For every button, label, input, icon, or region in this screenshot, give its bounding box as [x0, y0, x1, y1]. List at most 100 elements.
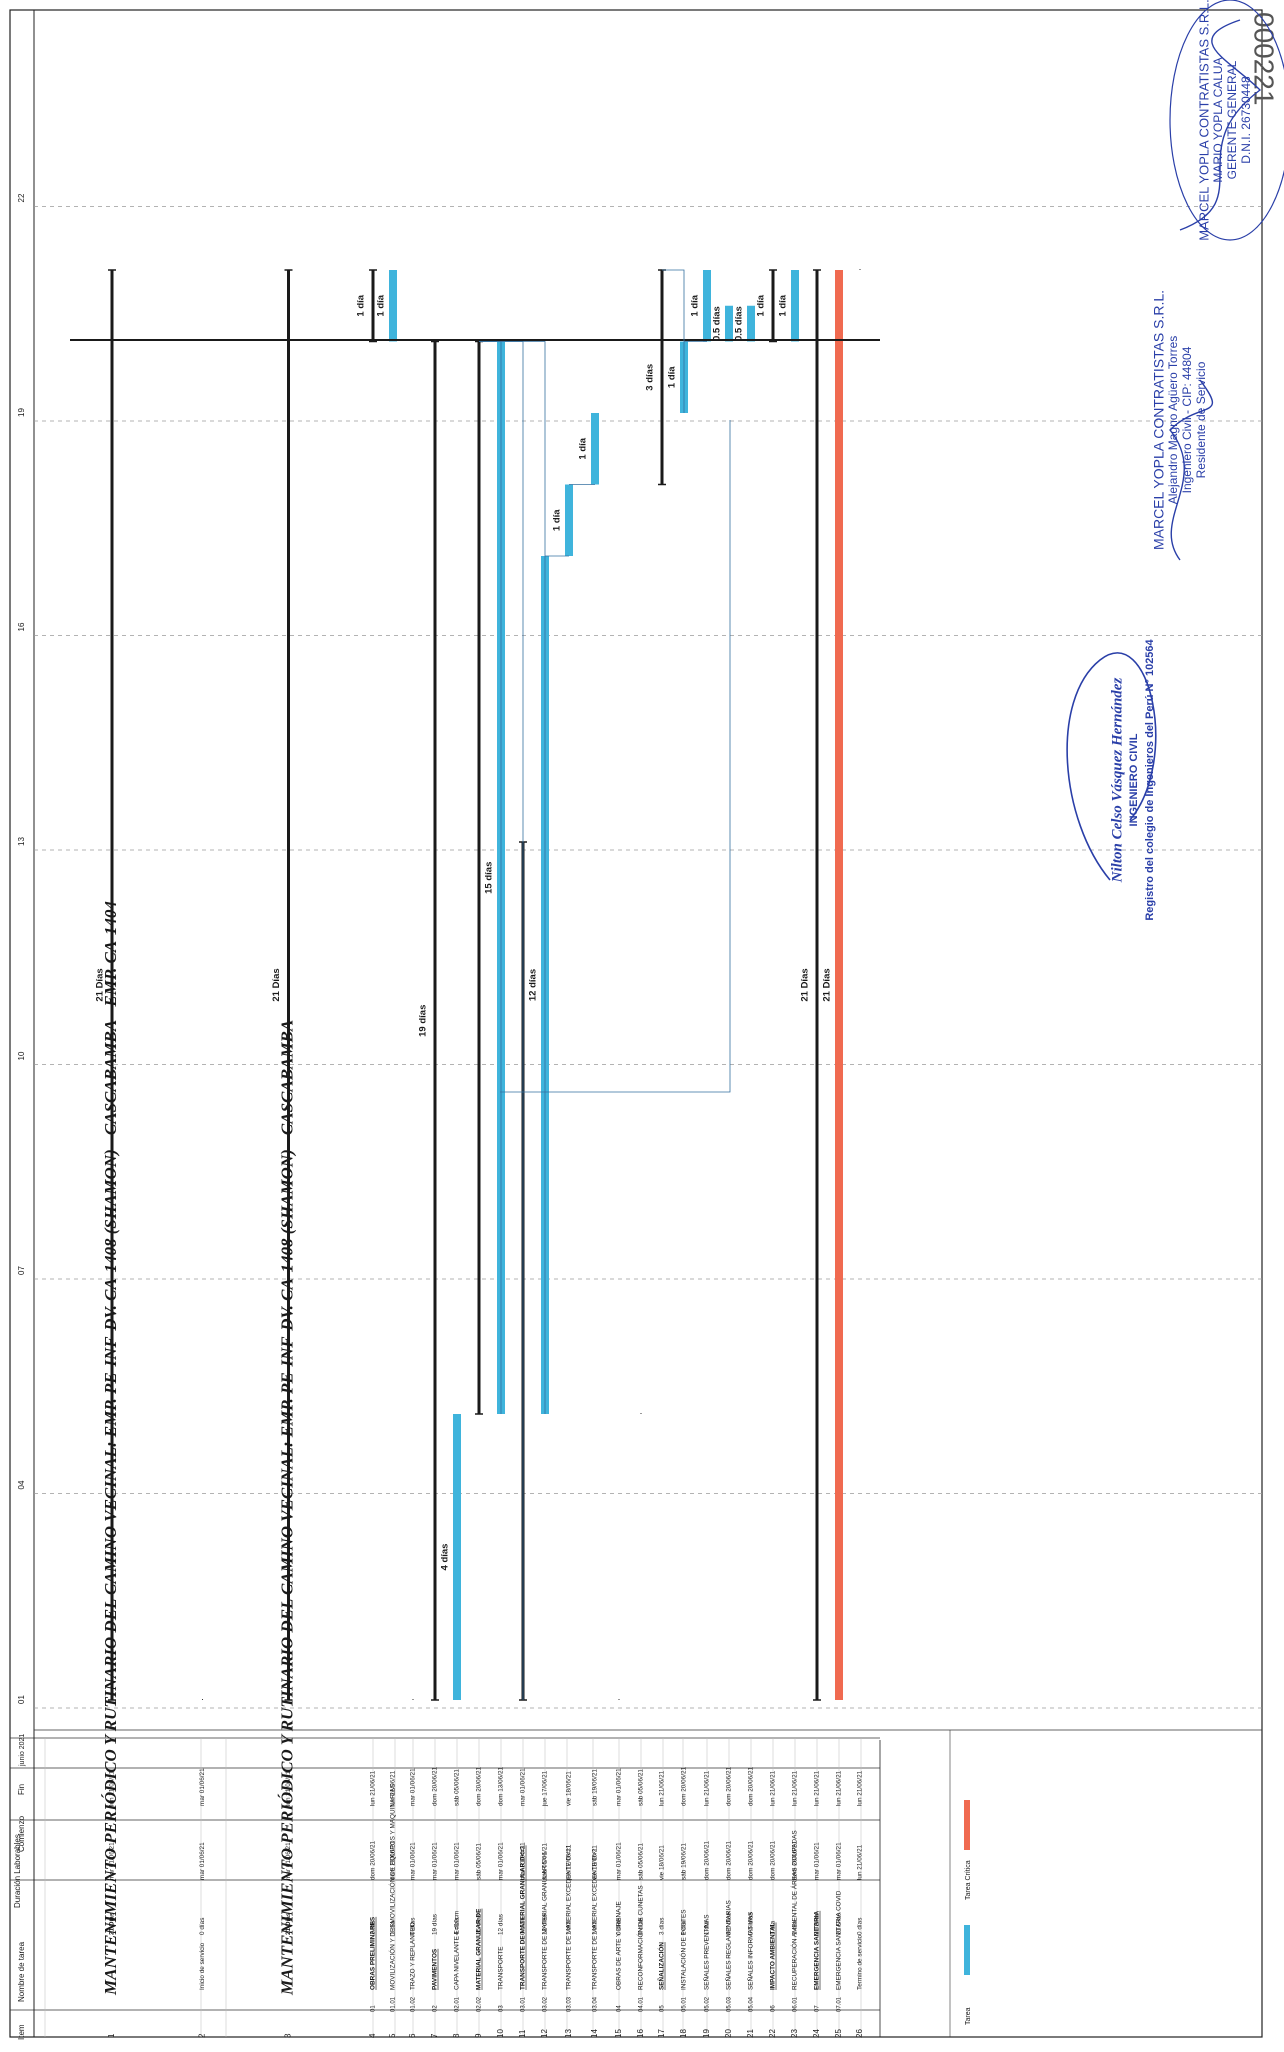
table-frame — [9, 9, 1263, 2038]
task-start: mar 01/06/21 — [432, 1842, 439, 1880]
task-end: mar 01/06/21 — [410, 1768, 417, 1806]
task-end: jue 17/06/21 — [542, 1770, 549, 1807]
task-end: lun 21/06/21 — [792, 1770, 799, 1806]
task-start: mar 01/06/21 — [454, 1842, 461, 1880]
gantt-summary-bar — [371, 270, 375, 342]
task-item-number: 23 — [790, 2029, 799, 2038]
task-end: sáb 19/06/21 — [592, 1769, 599, 1806]
task-name: IMPACTO AMBIENTAL — [770, 1922, 777, 1990]
task-duration: 0 días — [638, 1918, 645, 1935]
task-wbs: 05.01 — [682, 1996, 688, 2012]
task-end: dom 20/06/21 — [432, 1766, 439, 1806]
task-end: dom 20/06/21 — [726, 1766, 733, 1806]
task-end: vie 18/06/21 — [566, 1771, 573, 1806]
task-name: PAVIMENTOS — [432, 1948, 439, 1990]
gantt-summary-bar — [477, 341, 481, 1414]
task-start: mar 01/06/21 — [616, 1842, 623, 1880]
task-start: mar 01/06/21 — [814, 1842, 821, 1880]
task-duration: 0 días — [857, 1918, 864, 1935]
task-item-number: 20 — [724, 2029, 733, 2038]
task-duration: 1 día — [681, 1920, 688, 1935]
gantt-summary-bar — [771, 270, 775, 342]
task-start: sáb 05/06/21 — [476, 1843, 483, 1880]
task-duration: 19 días — [432, 1914, 439, 1935]
task-duration: 21 Días — [285, 1912, 292, 1935]
task-wbs: 07.01 — [837, 1996, 843, 2012]
task-item-number: 16 — [636, 2029, 645, 2038]
gantt-task-bar — [453, 1414, 461, 1700]
header-end: Fin — [17, 1784, 26, 1795]
timeline-tick: 19 — [17, 408, 26, 417]
header-item: Item — [17, 2024, 26, 2040]
task-wbs: 07 — [815, 2005, 821, 2012]
task-duration: 12 días — [542, 1914, 549, 1935]
task-duration: 1 día — [770, 1920, 777, 1935]
task-name: SEÑALES INFORMATIVAS — [746, 1912, 755, 1990]
task-name: MATERIAL GRANULAR DE — [476, 1908, 483, 1990]
task-start: sáb 05/06/21 — [542, 1843, 549, 1880]
task-end: sáb 05/06/21 — [454, 1769, 461, 1806]
task-name: TRANSPORTE — [498, 1946, 505, 1990]
gantt-task-bar — [591, 413, 599, 485]
task-name: MANTENIMIENTO PERIÓDICO Y RUTINARIO DEL … — [277, 1020, 296, 1996]
task-item-number: 9 — [474, 2033, 483, 2038]
task-name: TRAZO Y REPLANTEO — [410, 1922, 417, 1990]
task-wbs: 06 — [771, 2005, 777, 2012]
signature-stamp-line: D.N.I. 26730448 — [1239, 76, 1253, 164]
task-end: lun 21/06/21 — [285, 1770, 292, 1806]
gantt-bar-label: 4 días — [440, 1544, 451, 1571]
header-duration: Duración Laborables — [13, 1834, 22, 1908]
legend: Tarea Tarea Crítica — [949, 1730, 972, 2037]
task-duration: 12 días — [498, 1914, 505, 1935]
timeline-label: junio 2021 — [19, 1734, 26, 1767]
task-duration: 1 día — [592, 1920, 599, 1935]
task-name: OBRAS DE ARTE Y DRENAJE — [616, 1901, 623, 1990]
signature-stamp: MARCEL YOPLA CONTRATISTAS S.R.L. Alejandr… — [1151, 290, 1213, 561]
timeline-tick: 01 — [17, 1695, 26, 1704]
signature-stamp-line: MARCEL YOPLA CONTRATISTAS S.R.L. — [1151, 290, 1167, 550]
signature-scribble — [1179, 19, 1262, 231]
task-item-number: 5 — [388, 2033, 397, 2038]
gantt-summary-bar — [660, 270, 664, 485]
task-duration: 21 Días — [814, 1913, 821, 1935]
gantt-bar-label: 1 día — [552, 509, 563, 531]
task-end: lun 21/06/21 — [836, 1770, 843, 1806]
task-duration: 1 día — [704, 1920, 711, 1935]
task-item-number: 8 — [452, 2033, 461, 2038]
signature-stamp-line: Nilton Celso Vásquez Hernández — [1109, 678, 1125, 884]
task-duration: 3 días — [659, 1918, 666, 1935]
task-name: TRANSPORTE DE MATERIAL EXCEDENTE D<=1 — [566, 1844, 573, 1990]
header-start: Comienzo — [17, 1815, 26, 1852]
task-wbs: 04.01 — [639, 1996, 645, 2012]
task-name: SEÑALES REGLAMENTARIAS — [724, 1900, 733, 1990]
timeline-tick: 10 — [17, 1051, 26, 1060]
task-wbs: 03.04 — [593, 1996, 599, 2012]
task-start: sáb 19/06/21 — [681, 1843, 688, 1880]
legend-label: Tarea — [965, 2007, 972, 2025]
task-item-number: 21 — [746, 2029, 755, 2038]
task-item-number: 17 — [657, 2029, 666, 2038]
task-name: RECUPERACIÓN AMBIENTAL DE ÁREAS OCUPADAS — [790, 1830, 799, 1990]
task-start: mar 01/06/21 — [285, 1842, 292, 1880]
task-item-number: 19 — [702, 2029, 711, 2038]
task-duration: 0.5 días — [748, 1912, 755, 1935]
gantt-task-bar — [791, 270, 799, 342]
task-name: RECONFORMACIÓN DE CUNETAS — [636, 1885, 645, 1990]
gantt-task-bar — [725, 305, 733, 342]
task-start: dom 20/06/21 — [370, 1840, 377, 1880]
task-duration: 21 Días — [836, 1913, 843, 1935]
task-duration: 21 Días — [109, 1912, 116, 1935]
gantt-summary-bar — [433, 341, 437, 1700]
gantt-bar-label: 3 días — [645, 364, 656, 391]
task-name: EMERGENCIA SANITARIA — [814, 1910, 821, 1990]
task-duration: 0 días — [410, 1918, 417, 1935]
gantt-bar-label: 21 Días — [822, 968, 833, 1001]
legend-swatch — [964, 1800, 970, 1850]
gantt-bar-label: 1 día — [778, 294, 789, 316]
task-start: vie 18/06/21 — [659, 1845, 666, 1880]
task-duration: 1 día — [390, 1920, 397, 1935]
task-name: INSTALACIÓN DE POSTES — [679, 1910, 688, 1991]
task-name: TRANSPORTE DE MATERIAL EXCEDENTE D>1 — [592, 1848, 599, 1990]
task-wbs: 02.02 — [477, 1996, 483, 2012]
gantt-dependency-line — [500, 420, 731, 1093]
